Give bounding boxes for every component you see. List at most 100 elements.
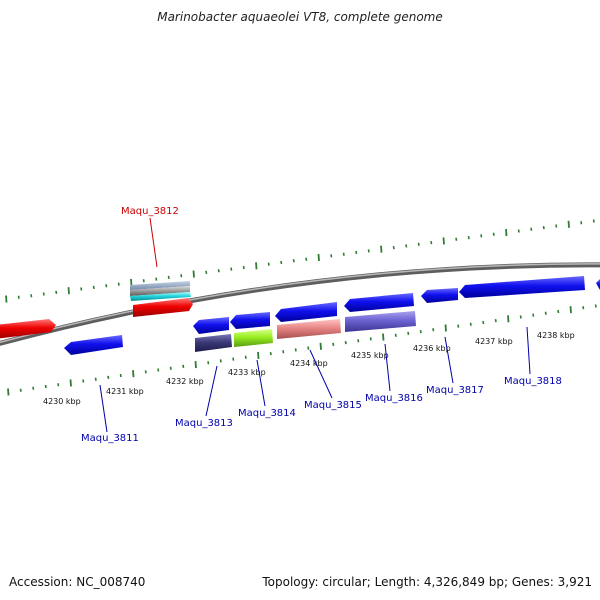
lower-minor-tick bbox=[244, 355, 247, 359]
leader-maqu-3817 bbox=[444, 336, 454, 384]
lower-tick-ring bbox=[7, 304, 597, 396]
lower-minor-tick bbox=[32, 386, 35, 390]
lower-minor-tick bbox=[369, 337, 372, 341]
kbp-label-4231: 4231 kbp bbox=[106, 387, 144, 396]
upper-minor-tick bbox=[342, 252, 345, 256]
lower-minor-tick bbox=[94, 377, 97, 381]
gene-maqu-3814-b[interactable] bbox=[234, 329, 273, 347]
gene-maqu-3816[interactable] bbox=[344, 293, 414, 312]
upper-minor-tick bbox=[492, 232, 495, 236]
lower-minor-tick bbox=[169, 366, 172, 370]
gene-left-forward[interactable] bbox=[0, 319, 56, 339]
upper-minor-tick bbox=[367, 249, 370, 253]
lower-major-tick bbox=[569, 306, 572, 314]
lower-minor-tick bbox=[469, 322, 472, 326]
upper-tick-ring bbox=[5, 219, 595, 303]
upper-minor-tick bbox=[42, 292, 45, 296]
lower-minor-tick bbox=[269, 351, 272, 356]
upper-major-tick bbox=[255, 262, 258, 270]
gene-maqu-3812-shadow-2 bbox=[130, 286, 190, 296]
kbp-label-4230: 4230 kbp bbox=[43, 397, 81, 406]
gene-label-maqu-3811[interactable]: Maqu_3811 bbox=[81, 433, 139, 444]
lower-minor-tick bbox=[107, 375, 110, 380]
lower-minor-tick bbox=[344, 340, 347, 345]
gene-label-maqu-3813[interactable]: Maqu_3813 bbox=[175, 418, 233, 429]
lower-major-tick bbox=[319, 342, 322, 350]
gene-maqu-3812-shadow-1 bbox=[130, 281, 190, 290]
lower-minor-tick bbox=[357, 339, 360, 343]
upper-minor-tick bbox=[105, 284, 108, 288]
upper-minor-tick bbox=[167, 275, 170, 280]
gene-maqu-3814[interactable] bbox=[230, 312, 270, 329]
upper-minor-tick bbox=[80, 287, 83, 291]
gene-maqu-3815-b[interactable] bbox=[277, 319, 341, 339]
gene-label-maqu-3817[interactable]: Maqu_3817 bbox=[426, 385, 484, 396]
lower-minor-tick bbox=[207, 361, 210, 365]
upper-minor-tick bbox=[392, 245, 395, 250]
upper-minor-tick bbox=[242, 265, 245, 270]
upper-minor-tick bbox=[555, 224, 558, 228]
kbp-label-4237: 4237 kbp bbox=[475, 337, 513, 346]
kbp-label-4238: 4238 kbp bbox=[537, 331, 575, 340]
upper-major-tick bbox=[67, 287, 70, 295]
lower-minor-tick bbox=[582, 306, 585, 310]
lower-major-tick bbox=[507, 315, 510, 323]
upper-minor-tick bbox=[230, 267, 233, 271]
upper-major-tick bbox=[505, 229, 508, 237]
kbp-label-4235: 4235 kbp bbox=[351, 351, 389, 360]
lower-minor-tick bbox=[394, 333, 397, 337]
lower-minor-tick bbox=[144, 370, 147, 374]
gene-right-edge[interactable] bbox=[596, 279, 600, 290]
kbp-label-4233: 4233 kbp bbox=[228, 368, 266, 377]
upper-major-tick bbox=[130, 278, 133, 286]
upper-minor-tick bbox=[480, 234, 483, 238]
gene-label-maqu-3815[interactable]: Maqu_3815 bbox=[304, 400, 362, 411]
gene-label-maqu-3812[interactable]: Maqu_3812 bbox=[121, 206, 179, 217]
lower-major-tick bbox=[444, 324, 447, 332]
lower-minor-tick bbox=[494, 318, 497, 323]
gene-maqu-3812[interactable] bbox=[133, 298, 193, 317]
upper-major-tick bbox=[5, 295, 8, 303]
genome-title: Marinobacter aquaeolei VT8, complete gen… bbox=[157, 10, 443, 24]
accession-text: Accession: NC_008740 bbox=[9, 575, 146, 589]
lower-minor-tick bbox=[119, 373, 122, 378]
upper-minor-tick bbox=[267, 262, 270, 266]
upper-minor-tick bbox=[142, 279, 145, 283]
lower-major-tick bbox=[257, 351, 260, 359]
upper-major-tick bbox=[317, 253, 320, 262]
lower-minor-tick bbox=[557, 309, 560, 314]
upper-minor-tick bbox=[117, 282, 120, 286]
gene-maqu-3817[interactable] bbox=[421, 288, 458, 303]
lower-minor-tick bbox=[19, 388, 22, 392]
gene-maqu-3816-b[interactable] bbox=[345, 311, 416, 332]
lower-minor-tick bbox=[282, 350, 285, 354]
gene-label-maqu-3816[interactable]: Maqu_3816 bbox=[365, 393, 423, 404]
leader-maqu-3811 bbox=[99, 384, 108, 433]
gene-maqu-3811[interactable] bbox=[64, 335, 123, 355]
lower-minor-tick bbox=[407, 331, 410, 336]
upper-minor-tick bbox=[17, 295, 20, 299]
lower-major-tick bbox=[382, 333, 385, 341]
leader-maqu-3814 bbox=[256, 359, 266, 407]
gene-maqu-3815[interactable] bbox=[275, 302, 337, 322]
upper-minor-tick bbox=[280, 260, 283, 265]
lower-minor-tick bbox=[419, 329, 422, 334]
upper-minor-tick bbox=[455, 237, 458, 241]
lower-major-tick bbox=[194, 361, 197, 369]
gene-maqu-3813-b[interactable] bbox=[195, 334, 232, 352]
gene-maqu-3813[interactable] bbox=[193, 317, 229, 334]
gene-maqu-3818[interactable] bbox=[459, 276, 585, 298]
lower-minor-tick bbox=[332, 342, 335, 347]
upper-minor-tick bbox=[417, 242, 420, 246]
lower-major-tick bbox=[7, 388, 10, 396]
genome-backbone-highlight bbox=[0, 263, 600, 344]
gene-label-maqu-3818[interactable]: Maqu_3818 bbox=[504, 376, 562, 387]
leader-maqu-3812 bbox=[149, 217, 158, 268]
upper-major-tick bbox=[567, 220, 570, 228]
upper-minor-tick bbox=[292, 259, 295, 263]
gene-label-maqu-3814[interactable]: Maqu_3814 bbox=[238, 408, 296, 419]
upper-major-tick bbox=[192, 270, 195, 278]
upper-minor-tick bbox=[580, 221, 583, 225]
lower-major-tick bbox=[132, 370, 135, 378]
